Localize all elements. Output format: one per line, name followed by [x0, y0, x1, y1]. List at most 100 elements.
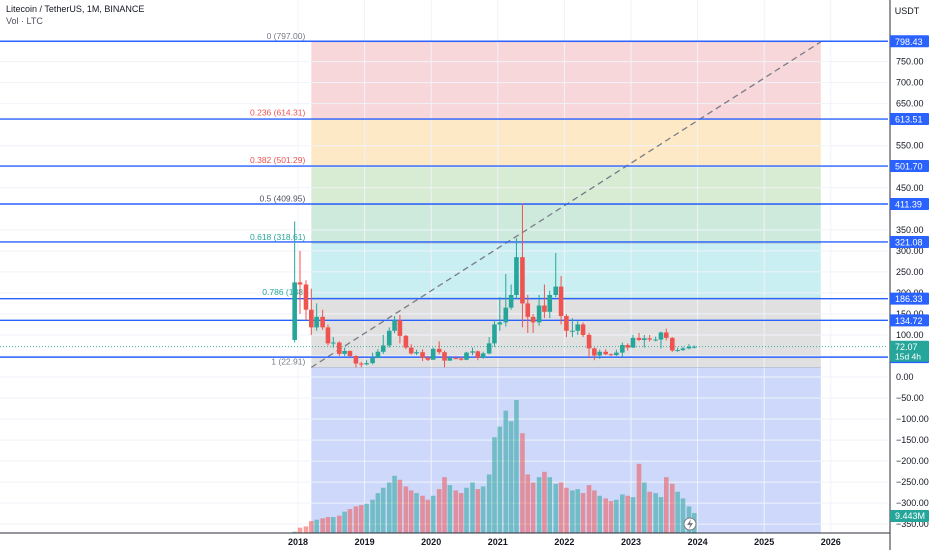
price-tick-label: 250.00 — [896, 267, 924, 277]
time-tick-label: 2024 — [688, 537, 708, 547]
volume-bar — [292, 531, 297, 533]
volume-bar — [530, 482, 536, 533]
volume-bar — [330, 517, 336, 533]
candle-body — [514, 257, 519, 296]
volume-bar — [453, 490, 459, 533]
price-tick-label: 300.00 — [896, 246, 924, 256]
volume-bar — [663, 477, 669, 533]
fib-level-label: 0.236 (614.31) — [250, 108, 305, 118]
candle-body — [553, 286, 559, 296]
volume-bar — [403, 486, 409, 533]
volume-bar — [375, 493, 381, 533]
grid-lines — [0, 0, 888, 533]
volume-bar — [336, 515, 342, 533]
time-tick-label: 2026 — [821, 537, 841, 547]
candle-body — [314, 316, 319, 328]
volume-bar — [603, 498, 608, 533]
volume-bar — [592, 490, 597, 533]
candle-body — [536, 305, 542, 323]
time-tick-label: 2023 — [621, 537, 641, 547]
candle-body — [320, 316, 325, 328]
candle-body — [625, 345, 630, 348]
current-price-tag — [890, 340, 929, 362]
volume-bar — [480, 486, 486, 533]
volume-bar — [303, 526, 309, 533]
price-tick-label: 0.00 — [896, 372, 914, 382]
volume-bar — [342, 511, 347, 533]
price-axis-background — [890, 0, 932, 550]
candle-body — [597, 351, 602, 356]
candle-body — [520, 257, 525, 304]
volume-bar — [486, 474, 492, 533]
volume-bar — [653, 493, 658, 533]
candle-body — [397, 320, 403, 336]
time-tick-label: 2019 — [355, 537, 375, 547]
level-price-tag — [890, 314, 929, 327]
candle-body — [342, 350, 347, 354]
volume-bar — [542, 471, 547, 533]
candle-body — [658, 332, 664, 340]
volume-bar — [580, 493, 586, 533]
volume-tag-label: 9.443M — [895, 511, 925, 521]
level-price-tag — [890, 35, 929, 48]
fib-level-label: 0.786 (188. — [262, 287, 305, 297]
price-tick-label: −300.00 — [896, 498, 929, 508]
volume-bar — [669, 483, 675, 533]
candle-body — [458, 358, 464, 360]
price-tick-label: 150.00 — [896, 309, 924, 319]
volume-bar — [458, 493, 464, 533]
fib-band — [311, 243, 821, 298]
volume-bar — [370, 499, 375, 533]
current-price-value: 72.07 — [895, 342, 918, 352]
candle-body — [630, 337, 636, 348]
volume-bar — [658, 497, 664, 533]
candle-body — [525, 303, 531, 317]
candle-body — [420, 352, 425, 358]
volume-bar — [642, 482, 647, 533]
candle-body — [297, 282, 303, 285]
price-tick-label: 700.00 — [896, 78, 924, 88]
candle-body — [575, 324, 581, 331]
candle-body — [653, 339, 658, 341]
price-tick-label: 550.00 — [896, 141, 924, 151]
volume-bar — [408, 490, 414, 533]
volume-bar — [636, 463, 642, 533]
volume-bar — [425, 499, 431, 533]
candle-body — [325, 327, 331, 344]
level-price-tag-label: 321.08 — [895, 237, 923, 247]
candle-body — [403, 335, 409, 348]
candle-body — [530, 316, 536, 323]
candle-body — [480, 353, 486, 358]
candle-body — [603, 351, 608, 355]
volume-bar — [364, 503, 369, 533]
candle-body — [414, 352, 419, 354]
volume-indicator-label[interactable]: Vol · LTC — [6, 16, 43, 26]
fib-band — [311, 204, 821, 244]
volume-bar — [536, 477, 542, 533]
price-tick-label: 100.00 — [896, 330, 924, 340]
candle-body — [442, 352, 447, 361]
volume-bar — [520, 433, 525, 533]
volume-bar — [514, 400, 519, 533]
volume-bar — [647, 491, 652, 533]
volume-bar — [380, 487, 386, 533]
volume-bar — [430, 495, 436, 533]
candlesticks — [292, 203, 697, 368]
level-price-tag-label: 613.51 — [895, 115, 923, 125]
level-price-tag — [890, 235, 929, 248]
price-tick-label: 650.00 — [896, 99, 924, 109]
volume-bar — [597, 495, 602, 533]
currency-label[interactable]: USDT — [895, 6, 920, 16]
candle-body — [503, 307, 509, 323]
candle-body — [508, 295, 514, 308]
fib-bands — [311, 41, 821, 533]
candle-body — [642, 338, 647, 340]
candle-body — [470, 351, 475, 353]
candle-body — [570, 330, 575, 332]
candle-body — [614, 352, 619, 356]
level-price-tag-label: 186.33 — [895, 294, 923, 304]
symbol-title[interactable]: Litecoin / TetherUS, 1M, BINANCE — [6, 4, 145, 14]
volume-bar — [447, 485, 453, 533]
